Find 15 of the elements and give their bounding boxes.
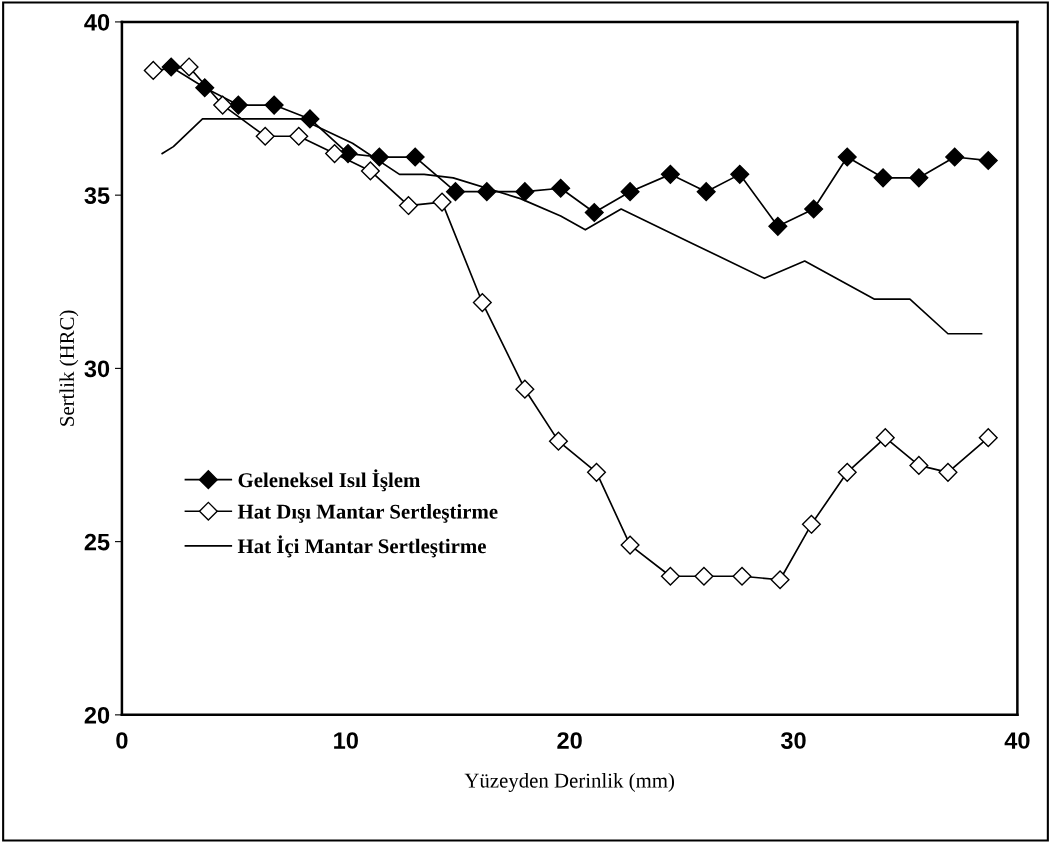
x-tick-label: 20 — [557, 732, 582, 749]
legend-label: Geleneksel Isıl İşlem — [238, 469, 421, 492]
x-tick-label: 40 — [1004, 732, 1030, 749]
x-tick-label: 30 — [780, 732, 806, 749]
y-tick-label: 20 — [84, 706, 110, 724]
legend-label: Hat Dışı Mantar Sertleştirme — [237, 504, 498, 523]
y-axis-title: Sertlik (HRC) — [59, 310, 79, 426]
legend-label: Hat İçi Mantar Sertleştirme — [237, 535, 486, 558]
x-axis-title: Yüzeyden Derinlik (mm) — [464, 772, 675, 792]
y-tick-label: 30 — [84, 360, 110, 378]
x-tick-label: 10 — [334, 732, 358, 749]
y-tick-label: 25 — [84, 533, 110, 551]
y-tick-label: 35 — [84, 187, 110, 204]
x-tick-label: 0 — [116, 732, 128, 749]
y-tick-label: 40 — [84, 13, 110, 31]
